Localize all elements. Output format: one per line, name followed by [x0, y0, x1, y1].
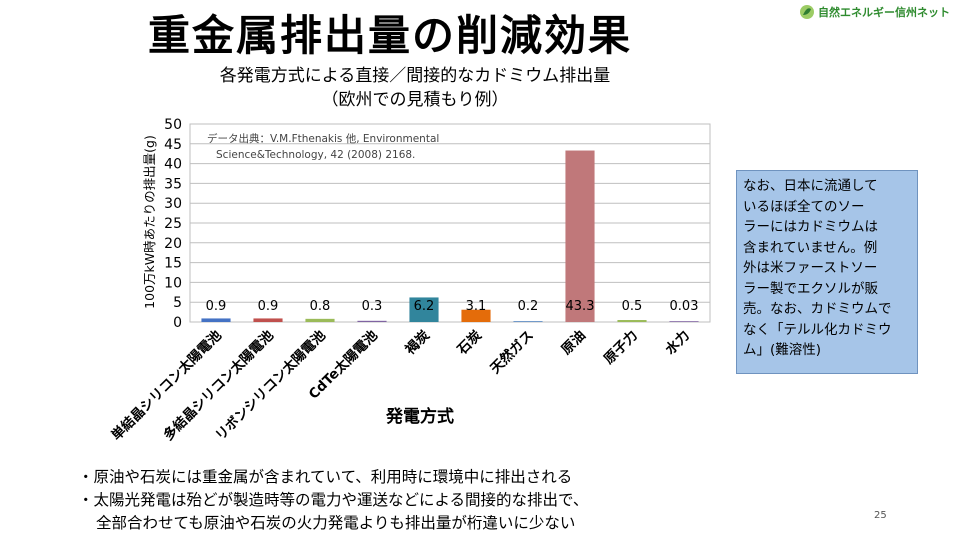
y-tick-label: 25 [164, 216, 182, 232]
source-note-line1: データ出典：V.M.Fthenakis 他, Environmental [207, 132, 439, 145]
bar [409, 297, 439, 322]
callout-line: 含まれていません。例 [743, 239, 878, 256]
callout-line: いるほぼ全てのソー [743, 198, 865, 215]
chart-title: 各発電方式による直接／間接的なカドミウム排出量 （欧州での見積もり例） [150, 64, 680, 112]
bar [617, 320, 647, 322]
y-axis-label: 100万kW時あたりの排出量(g) [142, 135, 157, 309]
x-category-label: 原油 [558, 327, 589, 358]
y-tick-label: 30 [164, 196, 182, 212]
chart-title-line2: （欧州での見積もり例） [321, 90, 509, 110]
data-label: 0.9 [206, 299, 227, 314]
x-category-label: 褐炭 [401, 326, 433, 358]
callout-line: ラーにはカドミウムは [743, 219, 878, 235]
chart-title-line1: 各発電方式による直接／間接的なカドミウム排出量 [219, 66, 611, 86]
bullet-item: ・原油や石炭には重金属が含まれていて、利用時に環境中に排出される [78, 468, 573, 486]
x-category-label: 石炭 [453, 326, 485, 358]
x-category-label: 天然ガス [487, 327, 537, 377]
source-note-line2: Science&Technology, 42 (2008) 2168. [216, 149, 415, 161]
bullet-item-continuation: 全部合わせても原油や石炭の火力発電よりも排出量が桁違いに少ない [96, 514, 576, 532]
callout-line: なお、日本に流通して [743, 178, 878, 194]
y-tick-label: 50 [164, 117, 182, 133]
y-axis-ticks: 0 5 10 15 20 25 30 35 40 45 50 [164, 117, 182, 331]
bar [357, 320, 387, 322]
plot-area [189, 123, 711, 323]
y-tick-label: 10 [164, 275, 182, 291]
bar [565, 150, 595, 322]
callout-line: なく「テルル化カドミウ [743, 321, 892, 338]
logo: 自然エネルギー信州ネット [799, 4, 950, 20]
data-label: 0.3 [362, 299, 383, 314]
bar [669, 321, 699, 322]
callout-line: 売。なお、カドミウムで [743, 301, 892, 317]
logo-text: 自然エネルギー信州ネット [818, 6, 950, 19]
leaf-icon [800, 5, 814, 19]
y-tick-label: 35 [164, 176, 182, 192]
data-label: 0.8 [310, 299, 331, 314]
x-axis-label: 発電方式 [385, 406, 454, 427]
data-label: 43.3 [566, 299, 595, 314]
data-label: 0.2 [518, 299, 539, 314]
bar [253, 318, 283, 322]
callout-line: 外は米ファーストソー [743, 260, 878, 276]
chart-bars [201, 150, 699, 322]
note-callout: なお、日本に流通して いるほぼ全てのソー ラーにはカドミウムは 含まれていません… [736, 170, 918, 374]
y-tick-label: 5 [173, 295, 182, 311]
data-label: 0.9 [258, 299, 279, 314]
callout-line: ム」(難溶性) [743, 342, 822, 358]
x-category-label: 水力 [662, 327, 693, 358]
y-tick-label: 45 [164, 137, 182, 153]
data-labels: 0.9 0.9 0.8 0.3 6.2 3.1 0.2 43.3 0.5 0.03 [206, 299, 699, 314]
y-tick-label: 20 [164, 236, 182, 252]
data-label: 3.1 [466, 299, 487, 314]
x-category-label: 原子力 [600, 327, 641, 368]
bar [305, 318, 335, 322]
y-tick-label: 40 [164, 157, 182, 173]
bar [201, 318, 231, 322]
bar [513, 321, 543, 322]
data-label: 0.03 [670, 299, 699, 314]
callout-line: ラー製でエクソルが販 [743, 280, 878, 297]
y-tick-label: 15 [164, 256, 182, 272]
data-label: 0.5 [622, 299, 643, 314]
slide-title: 重金属排出量の削減効果 [148, 11, 633, 60]
data-label: 6.2 [414, 299, 435, 314]
page-number: 25 [874, 510, 887, 521]
bullet-item: ・太陽光発電は殆どが製造時等の電力や運送などによる間接的な排出で、 [78, 491, 589, 509]
y-tick-label: 0 [173, 315, 182, 331]
bullet-list: ・原油や石炭には重金属が含まれていて、利用時に環境中に排出される ・太陽光発電は… [78, 466, 798, 535]
bar [461, 309, 491, 322]
